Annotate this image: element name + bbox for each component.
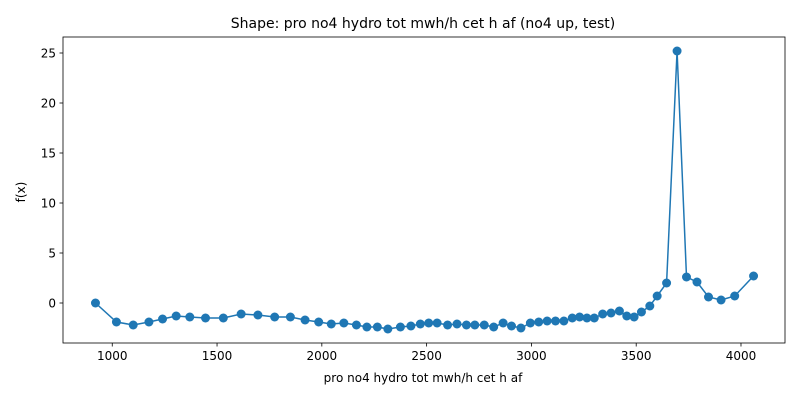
x-tick-label: 3000 bbox=[516, 349, 547, 363]
data-point bbox=[507, 321, 516, 331]
data-point bbox=[415, 319, 425, 329]
data-point bbox=[406, 321, 416, 331]
data-point bbox=[144, 317, 154, 327]
x-tick-label: 3500 bbox=[621, 349, 652, 363]
data-point bbox=[470, 320, 480, 330]
data-point bbox=[395, 322, 405, 332]
y-tick-label: 20 bbox=[41, 97, 56, 111]
data-point bbox=[516, 323, 526, 333]
data-point bbox=[551, 316, 561, 326]
series-line bbox=[94, 50, 755, 330]
y-tick-label: 0 bbox=[48, 297, 56, 311]
x-tick-label: 1000 bbox=[97, 349, 128, 363]
data-point bbox=[645, 301, 655, 311]
y-tick-label: 25 bbox=[41, 47, 56, 61]
data-point bbox=[606, 308, 616, 318]
data-point bbox=[614, 306, 624, 316]
data-point bbox=[534, 317, 544, 327]
x-tick-label: 4000 bbox=[726, 349, 757, 363]
data-point bbox=[489, 322, 499, 332]
data-point bbox=[383, 324, 393, 334]
data-point bbox=[525, 318, 535, 328]
data-point bbox=[432, 318, 442, 328]
y-tick-label: 10 bbox=[41, 197, 56, 211]
data-point bbox=[730, 291, 740, 301]
data-point bbox=[326, 319, 336, 329]
data-point bbox=[185, 312, 195, 322]
data-point bbox=[253, 310, 263, 320]
data-point bbox=[158, 314, 168, 324]
data-point bbox=[362, 322, 372, 332]
data-point bbox=[479, 320, 489, 330]
data-point bbox=[559, 316, 569, 326]
data-point bbox=[461, 320, 471, 330]
data-point bbox=[692, 277, 702, 287]
data-point bbox=[682, 272, 691, 282]
data-point bbox=[372, 322, 382, 332]
data-point bbox=[270, 312, 280, 322]
chart-title: Shape: pro no4 hydro tot mwh/h cet h af … bbox=[231, 16, 615, 32]
data-point bbox=[236, 309, 246, 319]
data-point bbox=[128, 320, 138, 330]
plot-area: 1000 1500 2000 2500 3000 3500 4000 0 5 10 15 20 25 bbox=[41, 36, 786, 363]
data-point bbox=[575, 312, 585, 322]
y-tick-label: 5 bbox=[48, 247, 56, 261]
data-point bbox=[111, 317, 121, 327]
data-point bbox=[498, 318, 508, 328]
data-point bbox=[300, 315, 310, 325]
data-point bbox=[716, 295, 726, 305]
y-axis-label: f(x) bbox=[14, 182, 28, 203]
data-point bbox=[424, 318, 434, 328]
data-point bbox=[542, 316, 552, 326]
data-point bbox=[589, 313, 599, 323]
plot-frame bbox=[62, 36, 786, 344]
x-axis-label: pro no4 hydro tot mwh/h cet h af bbox=[324, 371, 523, 385]
data-point bbox=[314, 317, 324, 327]
data-point bbox=[582, 313, 592, 323]
data-point bbox=[171, 311, 181, 321]
x-tick-label: 2500 bbox=[411, 349, 442, 363]
data-point bbox=[351, 320, 361, 330]
data-point bbox=[622, 311, 632, 321]
data-point bbox=[749, 271, 759, 281]
data-point bbox=[90, 298, 100, 308]
data-point bbox=[636, 307, 646, 317]
data-point bbox=[652, 291, 662, 301]
y-tick-label: 15 bbox=[41, 147, 56, 161]
data-point bbox=[662, 278, 672, 288]
data-point bbox=[285, 312, 295, 322]
x-tick-label: 1500 bbox=[202, 349, 233, 363]
data-point bbox=[567, 313, 577, 323]
data-point bbox=[704, 292, 713, 302]
data-point bbox=[452, 319, 462, 329]
data-point bbox=[201, 313, 211, 323]
data-point bbox=[629, 312, 639, 322]
x-tick-label: 2000 bbox=[307, 349, 338, 363]
data-point bbox=[443, 320, 453, 330]
data-point bbox=[598, 309, 608, 319]
data-point bbox=[218, 313, 228, 323]
data-point bbox=[339, 318, 349, 328]
data-point bbox=[672, 46, 682, 56]
